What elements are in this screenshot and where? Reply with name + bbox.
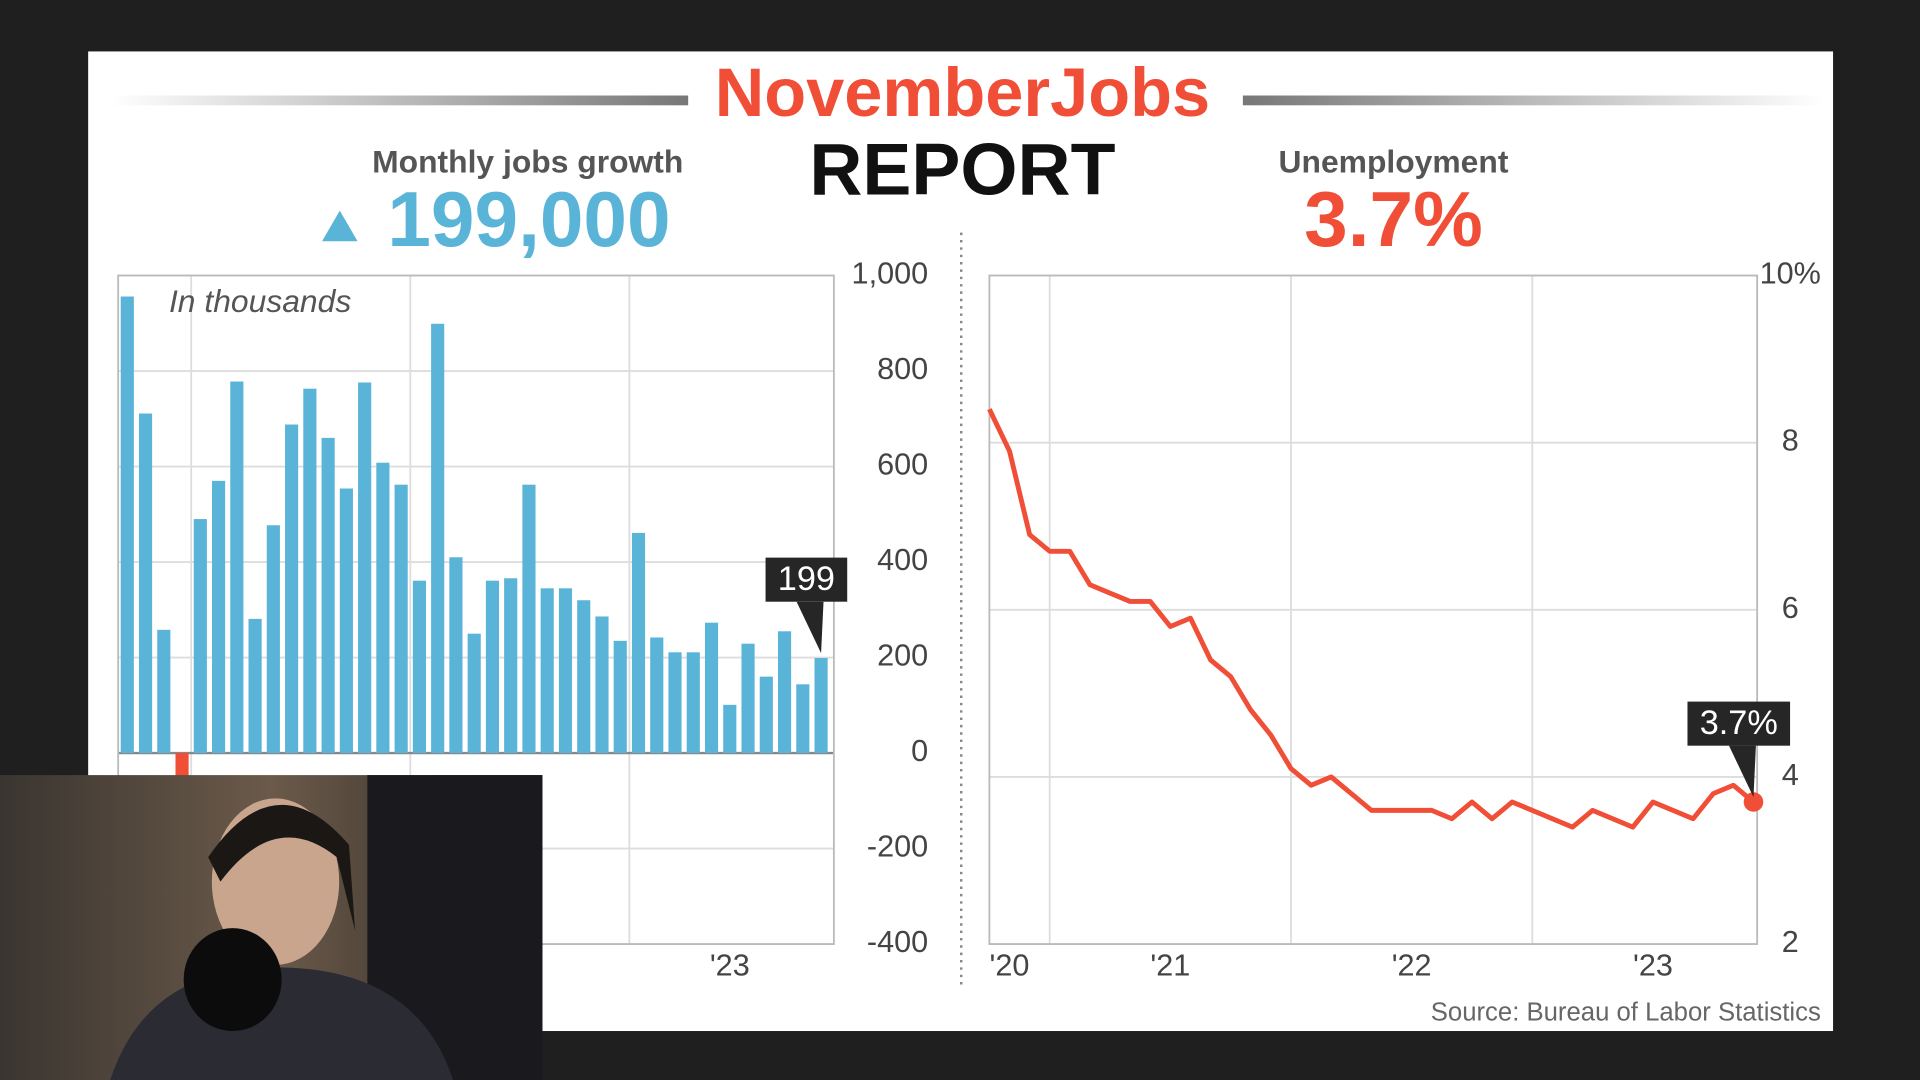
title: NovemberJobs <box>715 54 1210 131</box>
x-tick-label: '22 <box>1392 948 1432 982</box>
y-tick-label: 0 <box>911 734 928 768</box>
bar <box>467 633 481 754</box>
bar <box>796 684 810 754</box>
bar <box>631 532 646 754</box>
source: Source: Bureau of Labor Statistics <box>1431 999 1821 1027</box>
bar <box>358 382 372 754</box>
bar <box>650 637 664 754</box>
callout-box <box>765 557 848 602</box>
y-tick-label: 600 <box>877 448 928 482</box>
bar <box>814 658 828 754</box>
title-rule <box>110 95 689 106</box>
bar <box>339 488 353 754</box>
end-dot <box>1743 792 1764 812</box>
webcam <box>0 775 543 1080</box>
y-tick-label: 2 <box>1782 925 1799 959</box>
bar <box>303 388 317 754</box>
x-tick-label: '21 <box>1150 948 1190 982</box>
bar <box>266 525 280 754</box>
bar <box>504 578 518 754</box>
bar <box>595 616 609 754</box>
bar <box>285 424 299 754</box>
subtitle: REPORT <box>809 128 1115 211</box>
y-tick-label: -200 <box>867 830 928 864</box>
y-tick-label: 8 <box>1782 424 1799 458</box>
bar <box>577 600 591 754</box>
callout-pointer <box>1728 745 1756 798</box>
y-tick-label: 400 <box>877 543 928 577</box>
bar <box>723 704 737 754</box>
bar <box>431 323 445 754</box>
plot-frame <box>988 274 1759 945</box>
y-tick-label: 6 <box>1782 591 1799 625</box>
bar <box>412 580 426 754</box>
title-rule <box>1242 95 1825 106</box>
bar <box>449 557 463 754</box>
bar <box>522 484 536 754</box>
bar <box>157 629 171 754</box>
bar <box>704 622 719 754</box>
y-tick-label: 800 <box>877 352 928 386</box>
callout-box <box>1687 701 1791 746</box>
up-arrow <box>322 210 358 242</box>
chart-title: Unemployment <box>1279 143 1509 179</box>
callout-pointer <box>796 601 824 654</box>
x-tick-label: '20 <box>990 948 1030 982</box>
chart-title: Monthly jobs growth <box>372 143 683 179</box>
bar <box>120 296 134 754</box>
headline: 3.7% <box>1304 175 1483 263</box>
bar <box>668 652 682 754</box>
webcam-hair <box>208 804 356 931</box>
value-label: 3.7% <box>1700 704 1778 742</box>
y-tick-label: -400 <box>867 925 928 959</box>
bar <box>230 381 244 754</box>
x-tick-label: '23 <box>710 948 750 982</box>
x-tick-label: '23 <box>1633 948 1673 982</box>
bar <box>558 588 573 754</box>
bar <box>248 618 262 754</box>
bar <box>759 676 773 754</box>
bar <box>613 640 627 754</box>
bar <box>394 484 408 754</box>
note: In thousands <box>169 283 351 319</box>
y-tick-label: 1,000 <box>852 257 929 291</box>
y-tick-label: 4 <box>1782 758 1799 792</box>
bar <box>321 437 335 754</box>
bar <box>686 652 700 754</box>
bar <box>777 631 792 754</box>
headline: 199,000 <box>387 175 670 263</box>
bar <box>540 588 554 754</box>
y-tick-label: 200 <box>877 639 928 673</box>
bar <box>212 480 226 754</box>
webcam-mic <box>183 928 282 1032</box>
value-label: 199 <box>778 560 835 598</box>
bar <box>485 580 500 754</box>
bar <box>193 519 207 754</box>
bar <box>376 462 390 754</box>
bar <box>138 413 153 754</box>
line <box>987 408 1756 830</box>
bar <box>741 643 755 754</box>
y-tick-label: 10% <box>1760 257 1821 291</box>
